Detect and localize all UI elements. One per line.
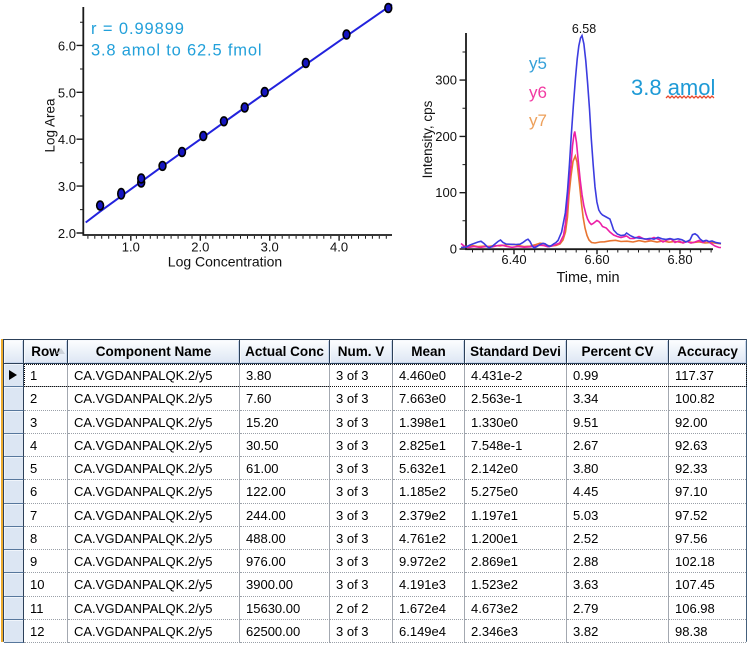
svg-text:3.8 amol to 62.5 fmol: 3.8 amol to 62.5 fmol	[91, 42, 262, 60]
svg-text:6.60: 6.60	[584, 252, 609, 267]
svg-text:2.0: 2.0	[191, 240, 209, 255]
svg-text:0: 0	[450, 242, 457, 257]
svg-text:Log Area: Log Area	[43, 98, 58, 153]
svg-text:4.0: 4.0	[330, 240, 348, 255]
svg-text:1.0: 1.0	[122, 240, 140, 255]
svg-text:Intensity, cps: Intensity, cps	[420, 100, 435, 178]
svg-text:4.0: 4.0	[58, 132, 76, 147]
svg-text:200: 200	[435, 129, 457, 144]
svg-text:3.0: 3.0	[261, 240, 279, 255]
svg-text:Log Concentration: Log Concentration	[168, 254, 282, 270]
svg-text:6.58: 6.58	[572, 22, 596, 36]
svg-text:y7: y7	[529, 111, 547, 130]
svg-text:2.0: 2.0	[58, 226, 76, 241]
svg-text:3.8 amol: 3.8 amol	[631, 75, 715, 100]
svg-text:300: 300	[435, 73, 457, 88]
svg-text:y5: y5	[529, 54, 547, 73]
svg-text:3.0: 3.0	[58, 179, 76, 194]
svg-text:6.40: 6.40	[501, 252, 526, 267]
svg-text:6.0: 6.0	[58, 38, 76, 53]
svg-text:6.80: 6.80	[667, 252, 692, 267]
svg-text:100: 100	[435, 185, 457, 200]
svg-text:Time, min: Time, min	[556, 270, 619, 286]
svg-text:5.0: 5.0	[58, 85, 76, 100]
svg-text:r = 0.99899: r = 0.99899	[91, 20, 185, 38]
svg-text:y6: y6	[529, 83, 547, 102]
